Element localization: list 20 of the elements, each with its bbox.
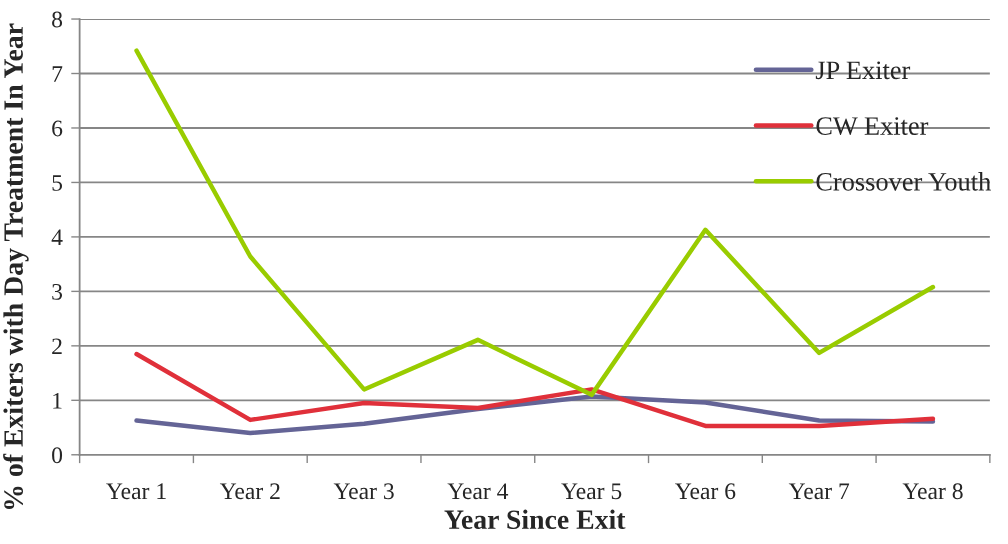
- x-tick-label: Year 4: [447, 483, 509, 500]
- x-axis-title: Year Since Exit: [444, 509, 626, 530]
- x-tick-label: Year 8: [902, 483, 963, 500]
- y-tick-label: 0: [52, 447, 63, 464]
- y-tick-label: 1: [53, 392, 62, 409]
- x-tick-label: Year 3: [333, 483, 394, 500]
- y-tick-label: 5: [52, 175, 63, 191]
- y-tick-label: 4: [51, 229, 63, 246]
- x-tick-label: Year 6: [675, 483, 736, 500]
- x-tick-label: Year 1: [106, 483, 166, 500]
- y-tick-label: 7: [52, 66, 63, 82]
- x-tick-label: Year 7: [788, 483, 850, 500]
- y-tick-label: 2: [52, 338, 62, 355]
- y-axis-title: % of Exiters with Day Treatment In Year: [3, 23, 29, 510]
- x-tick-label: Year 5: [561, 483, 622, 500]
- y-tick-label: 6: [52, 120, 63, 137]
- y-tick-label: 8: [52, 11, 63, 28]
- x-tick-label: Year 2: [219, 483, 280, 500]
- y-tick-label: 3: [52, 283, 63, 300]
- line-series: [134, 351, 936, 429]
